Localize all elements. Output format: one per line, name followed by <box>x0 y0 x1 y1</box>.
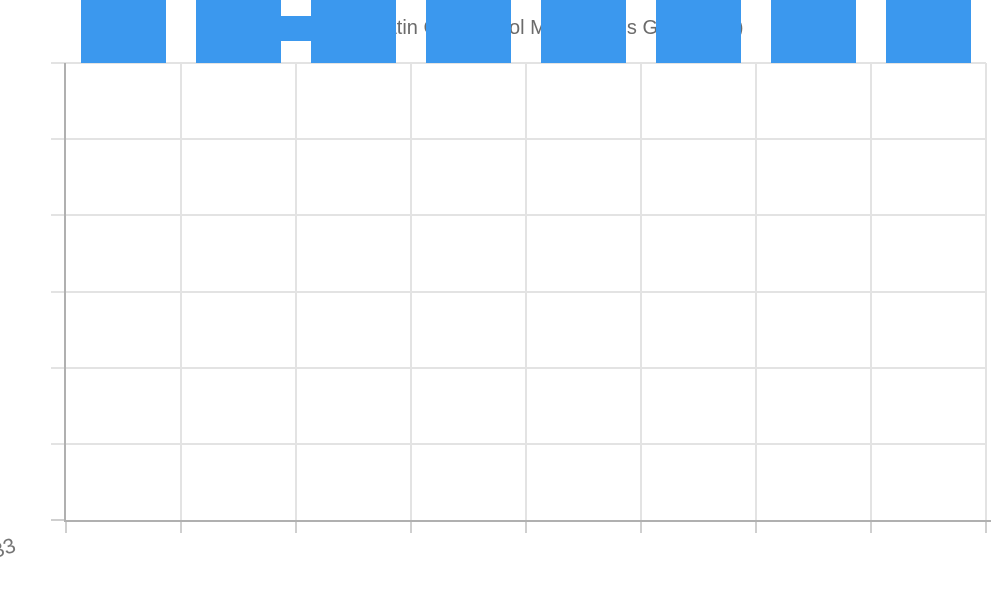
x-gridline <box>755 63 757 520</box>
bar[interactable]: 12 <box>541 0 626 63</box>
x-gridline <box>985 63 987 520</box>
x-tick <box>525 522 527 533</box>
bar[interactable]: 12 <box>771 0 856 63</box>
x-tick <box>180 522 182 533</box>
y-gridline <box>51 290 986 293</box>
y-gridline <box>51 366 986 369</box>
x-gridline <box>525 63 527 520</box>
x-gridline <box>410 63 412 520</box>
x-gridline <box>180 63 182 520</box>
plot-area: 1212121212121212 024681012 2025-20262026… <box>0 0 991 587</box>
bar[interactable]: 12 <box>311 0 396 63</box>
x-tick <box>295 522 297 533</box>
x-tick <box>65 522 67 533</box>
bar[interactable]: 12 <box>656 0 741 63</box>
y-axis-line <box>64 63 66 522</box>
bar[interactable]: 12 <box>81 0 166 63</box>
x-gridline <box>870 63 872 520</box>
bar[interactable]: 12 <box>886 0 971 63</box>
y-gridline <box>51 62 986 64</box>
y-gridline <box>51 138 986 141</box>
y-tick <box>51 519 66 521</box>
bar[interactable]: 12 <box>196 0 281 63</box>
x-tick-label: 2032-2033 <box>0 534 19 587</box>
x-tick <box>870 522 872 533</box>
x-axis-line <box>64 520 991 522</box>
x-gridline <box>640 63 642 520</box>
y-gridline <box>51 442 986 445</box>
y-gridline <box>51 214 986 217</box>
bar[interactable]: 12 <box>426 0 511 63</box>
x-tick <box>410 522 412 533</box>
x-tick <box>755 522 757 533</box>
x-tick <box>640 522 642 533</box>
x-tick <box>985 522 987 533</box>
x-gridline <box>295 63 297 520</box>
